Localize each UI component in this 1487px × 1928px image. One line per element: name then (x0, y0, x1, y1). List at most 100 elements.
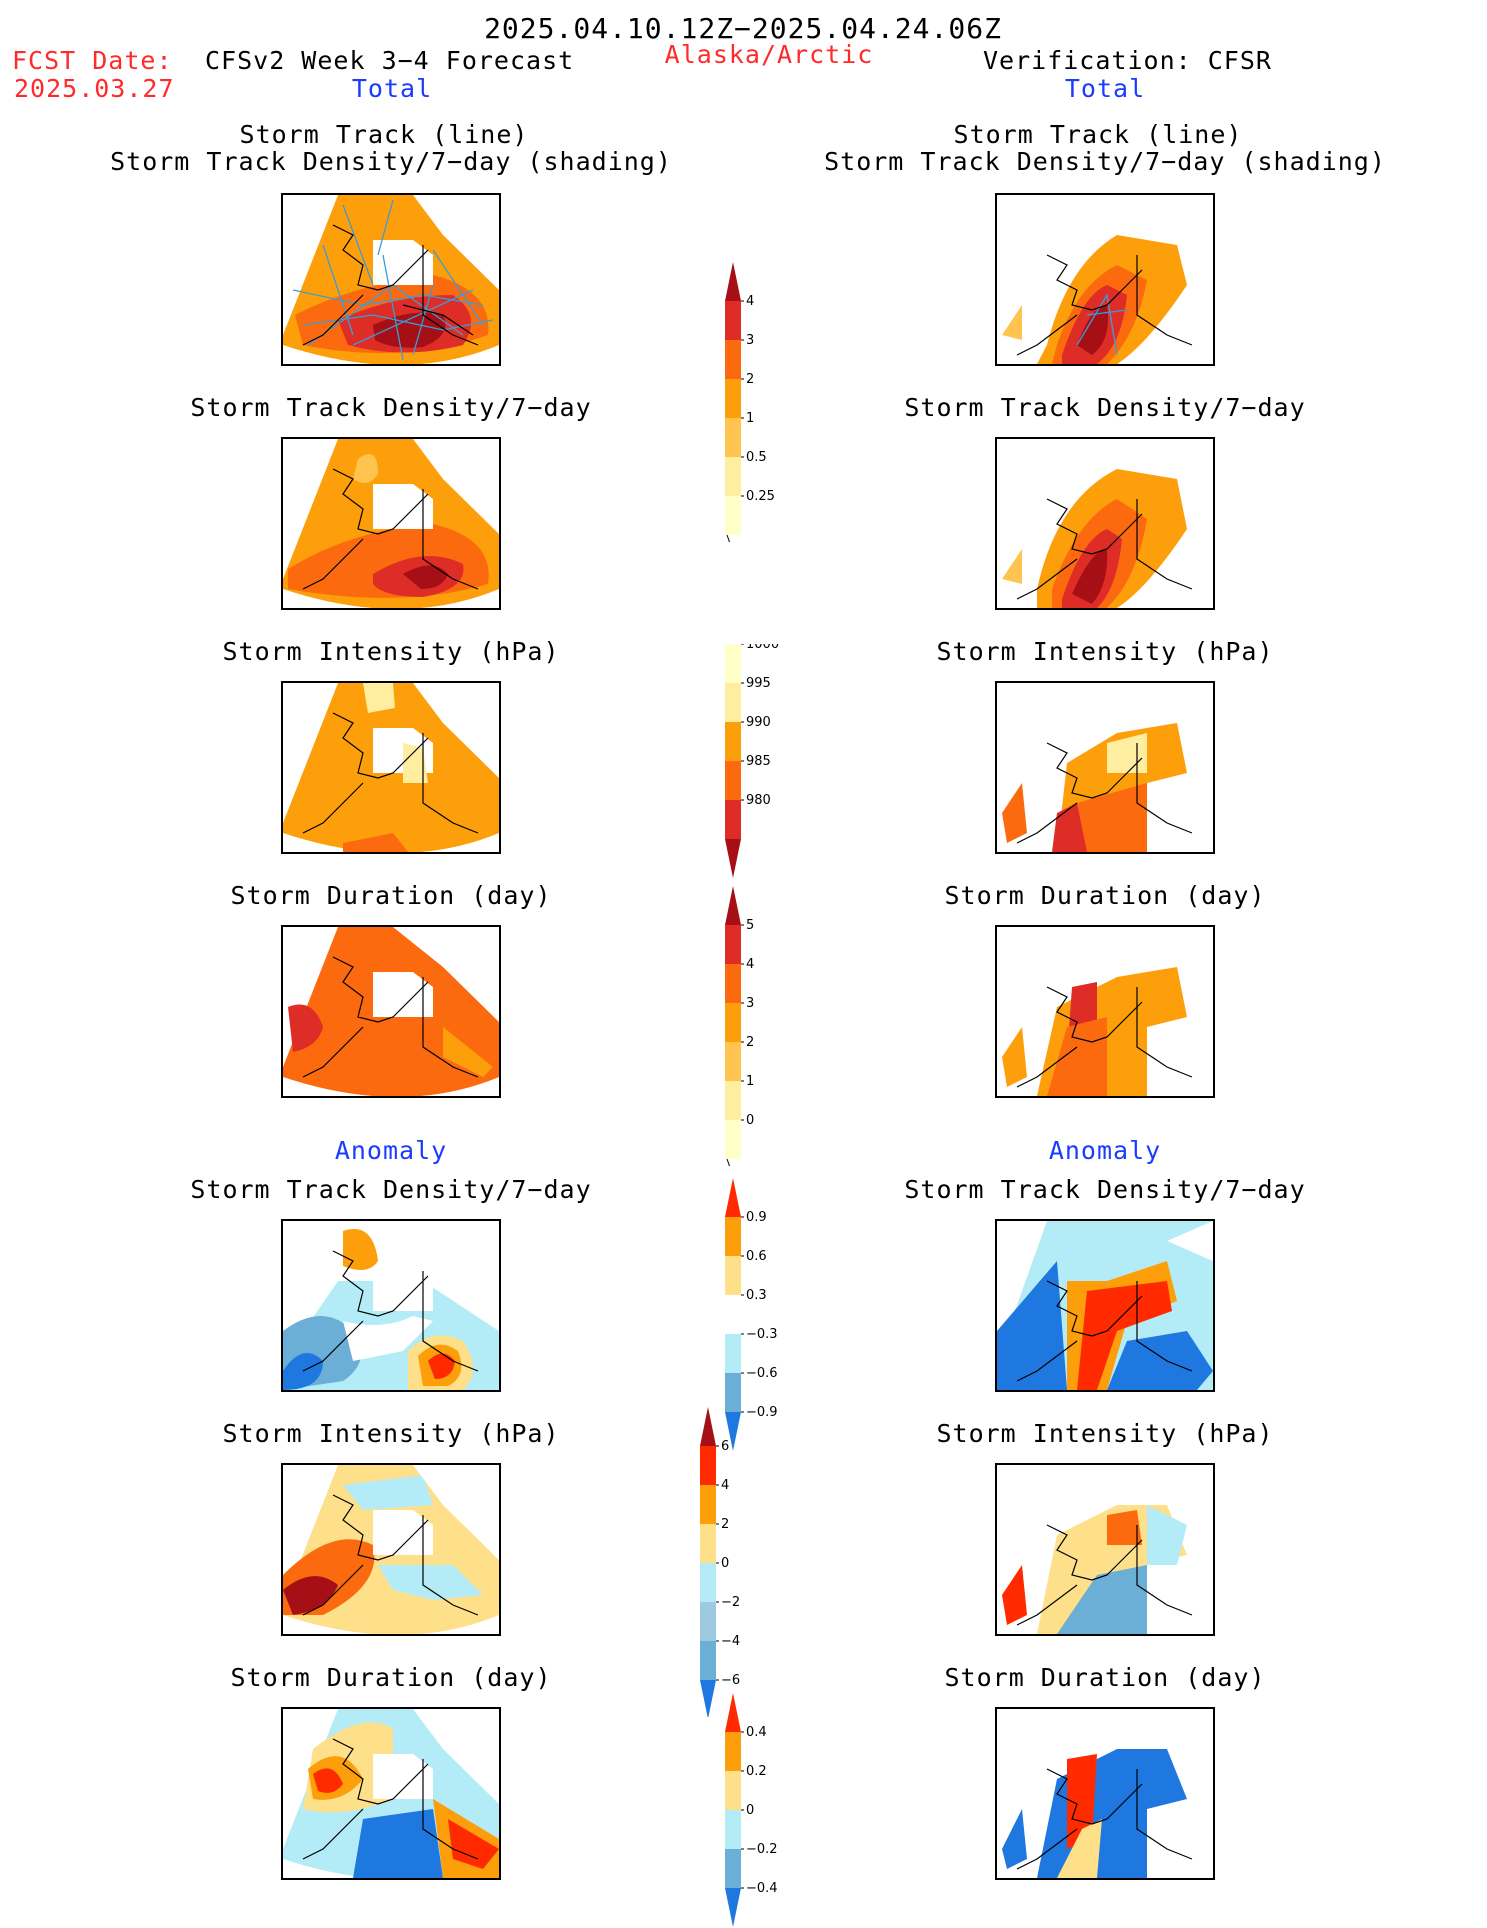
intensity_total-tick-label: 990 (746, 715, 771, 730)
duration_anom-swatch (725, 1810, 741, 1849)
title-density-right: Storm Track Density/7−day (904, 393, 1306, 422)
density_anom-tick-label: −0.3 (746, 1327, 778, 1342)
intensity_total-swatch (725, 722, 741, 761)
title-track-shading-right: Storm Track Density/7−day (shading) (824, 147, 1386, 176)
density_anom-swatch (725, 1373, 741, 1412)
duration_total-swatch (725, 1042, 741, 1081)
density_total-swatch (725, 496, 741, 535)
duration_total-swatch (725, 1081, 741, 1120)
density_total-tick-label: 0.5 (746, 450, 767, 465)
duration_anom-tick-label: 0 (746, 1803, 754, 1818)
verification-title: Verification: CFSR (983, 46, 1272, 75)
title-intensity-anom-right: Storm Intensity (hPa) (936, 1419, 1274, 1448)
map-track-forecast (281, 193, 501, 366)
title-density-anom-left: Storm Track Density/7−day (190, 1175, 592, 1204)
density_anom-tick-label: −0.6 (746, 1366, 778, 1381)
title-duration-anom-right: Storm Duration (day) (944, 1663, 1266, 1692)
title-duration-left: Storm Duration (day) (230, 881, 552, 910)
density_anom-bottom-arrow (725, 1412, 741, 1451)
title-track-line-left: Storm Track (line) (239, 120, 529, 149)
duration_total-tail (726, 1158, 731, 1166)
density_anom-swatch (725, 1295, 741, 1334)
duration_anom-bottom-arrow (725, 1888, 741, 1927)
intensity_total-tick-label: 995 (746, 676, 771, 691)
region-title: Alaska/Arctic (664, 40, 874, 69)
intensity_total-bottom-arrow (725, 839, 741, 878)
duration_total-tick-label: 1 (746, 1074, 754, 1089)
intensity_anom-tick-label: −6 (721, 1673, 740, 1688)
colorbar-intensity-anom: 6 4 2 0 −2 −4 −6 (700, 1407, 740, 1717)
title-intensity-anom-left: Storm Intensity (hPa) (222, 1419, 560, 1448)
section-anomaly-left: Anomaly (334, 1136, 448, 1165)
duration_total-swatch (725, 964, 741, 1003)
map-intensity-forecast (281, 681, 501, 854)
density_total-tick-label: 4 (746, 294, 754, 309)
density_anom-tick-label: 0.3 (746, 1288, 767, 1303)
duration_total-tick-label: 5 (746, 918, 754, 933)
duration_total-swatch (725, 925, 741, 964)
density_total-tick-label: 3 (746, 333, 754, 348)
intensity_anom-top-arrow (700, 1407, 716, 1446)
density_total-swatch (725, 379, 741, 418)
intensity_anom-tick-label: 2 (721, 1517, 729, 1532)
map-intensity-anom-verification (995, 1463, 1215, 1636)
title-intensity-left: Storm Intensity (hPa) (222, 637, 560, 666)
intensity_anom-tick-label: −4 (721, 1634, 740, 1649)
intensity_anom-tick-label: 0 (721, 1556, 729, 1571)
duration_anom-swatch (725, 1732, 741, 1771)
title-intensity-right: Storm Intensity (hPa) (936, 637, 1274, 666)
colorbar-duration-total: 5 4 3 2 1 0 (725, 886, 754, 1166)
duration_anom-tick-label: 0.4 (746, 1725, 767, 1740)
duration_anom-top-arrow (725, 1693, 741, 1732)
intensity_total-swatch (725, 761, 741, 800)
density_anom-tick-label: 0.6 (746, 1249, 767, 1264)
duration_total-tick-label: 4 (746, 957, 754, 972)
fcst-date-label: FCST Date: (12, 46, 173, 75)
title-track-shading-left: Storm Track Density/7−day (shading) (110, 147, 672, 176)
map-duration-anom-forecast (281, 1707, 501, 1880)
model-title: CFSv2 Week 3−4 Forecast (205, 46, 575, 75)
density_total-tick-label: 0.25 (746, 489, 775, 504)
duration_anom-tick-label: −0.2 (746, 1842, 778, 1857)
density_total-tick-label: 2 (746, 372, 754, 387)
section-total-left: Total (351, 74, 433, 103)
section-anomaly-right: Anomaly (1048, 1136, 1162, 1165)
density_anom-swatch (725, 1256, 741, 1295)
intensity_total-tick-label: 985 (746, 754, 771, 769)
density_anom-tick-label: −0.9 (746, 1405, 778, 1420)
intensity_anom-tick-label: −2 (721, 1595, 740, 1610)
map-track-verification (995, 193, 1215, 366)
duration_anom-swatch (725, 1771, 741, 1810)
title-duration-anom-left: Storm Duration (day) (230, 1663, 552, 1692)
intensity_anom-swatch (700, 1485, 716, 1524)
title-density-anom-right: Storm Track Density/7−day (904, 1175, 1306, 1204)
intensity_anom-swatch (700, 1641, 716, 1680)
map-density-anom-forecast (281, 1219, 501, 1392)
intensity_anom-swatch (700, 1563, 716, 1602)
section-total-right: Total (1064, 74, 1146, 103)
intensity_anom-swatch (700, 1602, 716, 1641)
period-title: 2025.04.10.12Z−2025.04.24.06Z (484, 12, 1002, 45)
density_total-swatch (725, 340, 741, 379)
intensity_anom-tick-label: 4 (721, 1478, 729, 1493)
intensity_total-swatch (725, 644, 741, 683)
map-density-anom-verification (995, 1219, 1215, 1392)
density_total-swatch (725, 418, 741, 457)
title-track-line-right: Storm Track (line) (953, 120, 1243, 149)
duration_total-tick-label: 3 (746, 996, 754, 1011)
duration_anom-tick-label: 0.2 (746, 1764, 767, 1779)
density_total-swatch (725, 301, 741, 340)
density_anom-swatch (725, 1217, 741, 1256)
density_anom-top-arrow (725, 1178, 741, 1217)
map-density-forecast (281, 437, 501, 610)
intensity_total-swatch (725, 800, 741, 839)
density_total-tick-label: 1 (746, 411, 754, 426)
duration_total-swatch (725, 1003, 741, 1042)
duration_anom-tick-label: −0.4 (746, 1881, 778, 1896)
map-intensity-anom-forecast (281, 1463, 501, 1636)
fcst-date-value: 2025.03.27 (14, 74, 175, 103)
density_total-tail (726, 534, 731, 542)
density_anom-tick-label: 0.9 (746, 1210, 767, 1225)
colorbar-duration-anom: 0.4 0.2 0 −0.2 −0.4 (725, 1693, 778, 1927)
colorbar-density-total: 4 3 2 1 0.5 0.25 (725, 262, 775, 542)
